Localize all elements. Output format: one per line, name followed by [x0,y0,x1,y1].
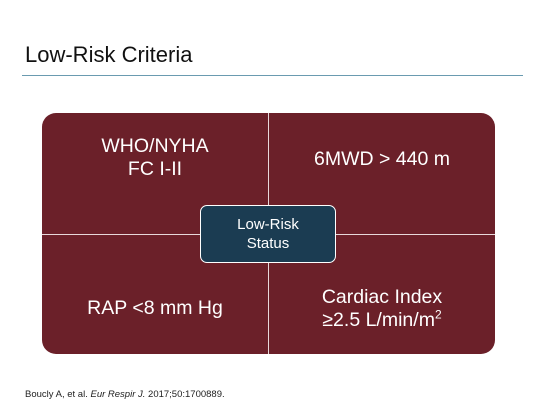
criterion-line: WHO/NYHA [101,135,209,157]
citation-reference: 2017;50:1700889. [148,389,225,400]
criterion: Cardiac Index ≥2.5 L/min/m2 [272,286,492,332]
criterion-line: ≥2.5 L/min/m2 [272,309,492,332]
superscript: 2 [434,307,442,322]
criterion: WHO/NYHA FC I-II [45,135,265,181]
criterion-line: 6MWD > 440 m [314,148,450,170]
title-rule [22,75,523,76]
criterion-line: RAP <8 mm Hg [87,297,223,319]
citation-journal: Eur Respir J. [90,389,146,400]
criterion: RAP <8 mm Hg [45,297,265,320]
criterion-line: FC I-II [127,158,183,180]
center-line: Status [246,235,290,252]
criterion: 6MWD > 440 m [272,148,492,171]
citation: Boucly A, et al. Eur Respir J. 2017;50:1… [25,389,225,400]
criterion-text: ≥2.5 L/min/m [322,309,435,331]
center-line: Low-Risk [237,216,299,233]
citation-authors: Boucly A, et al. [25,389,88,400]
center-box: Low-Risk Status [200,205,336,263]
slide-title: Low-Risk Criteria [25,42,193,67]
criterion-line: Cardiac Index [321,286,443,308]
